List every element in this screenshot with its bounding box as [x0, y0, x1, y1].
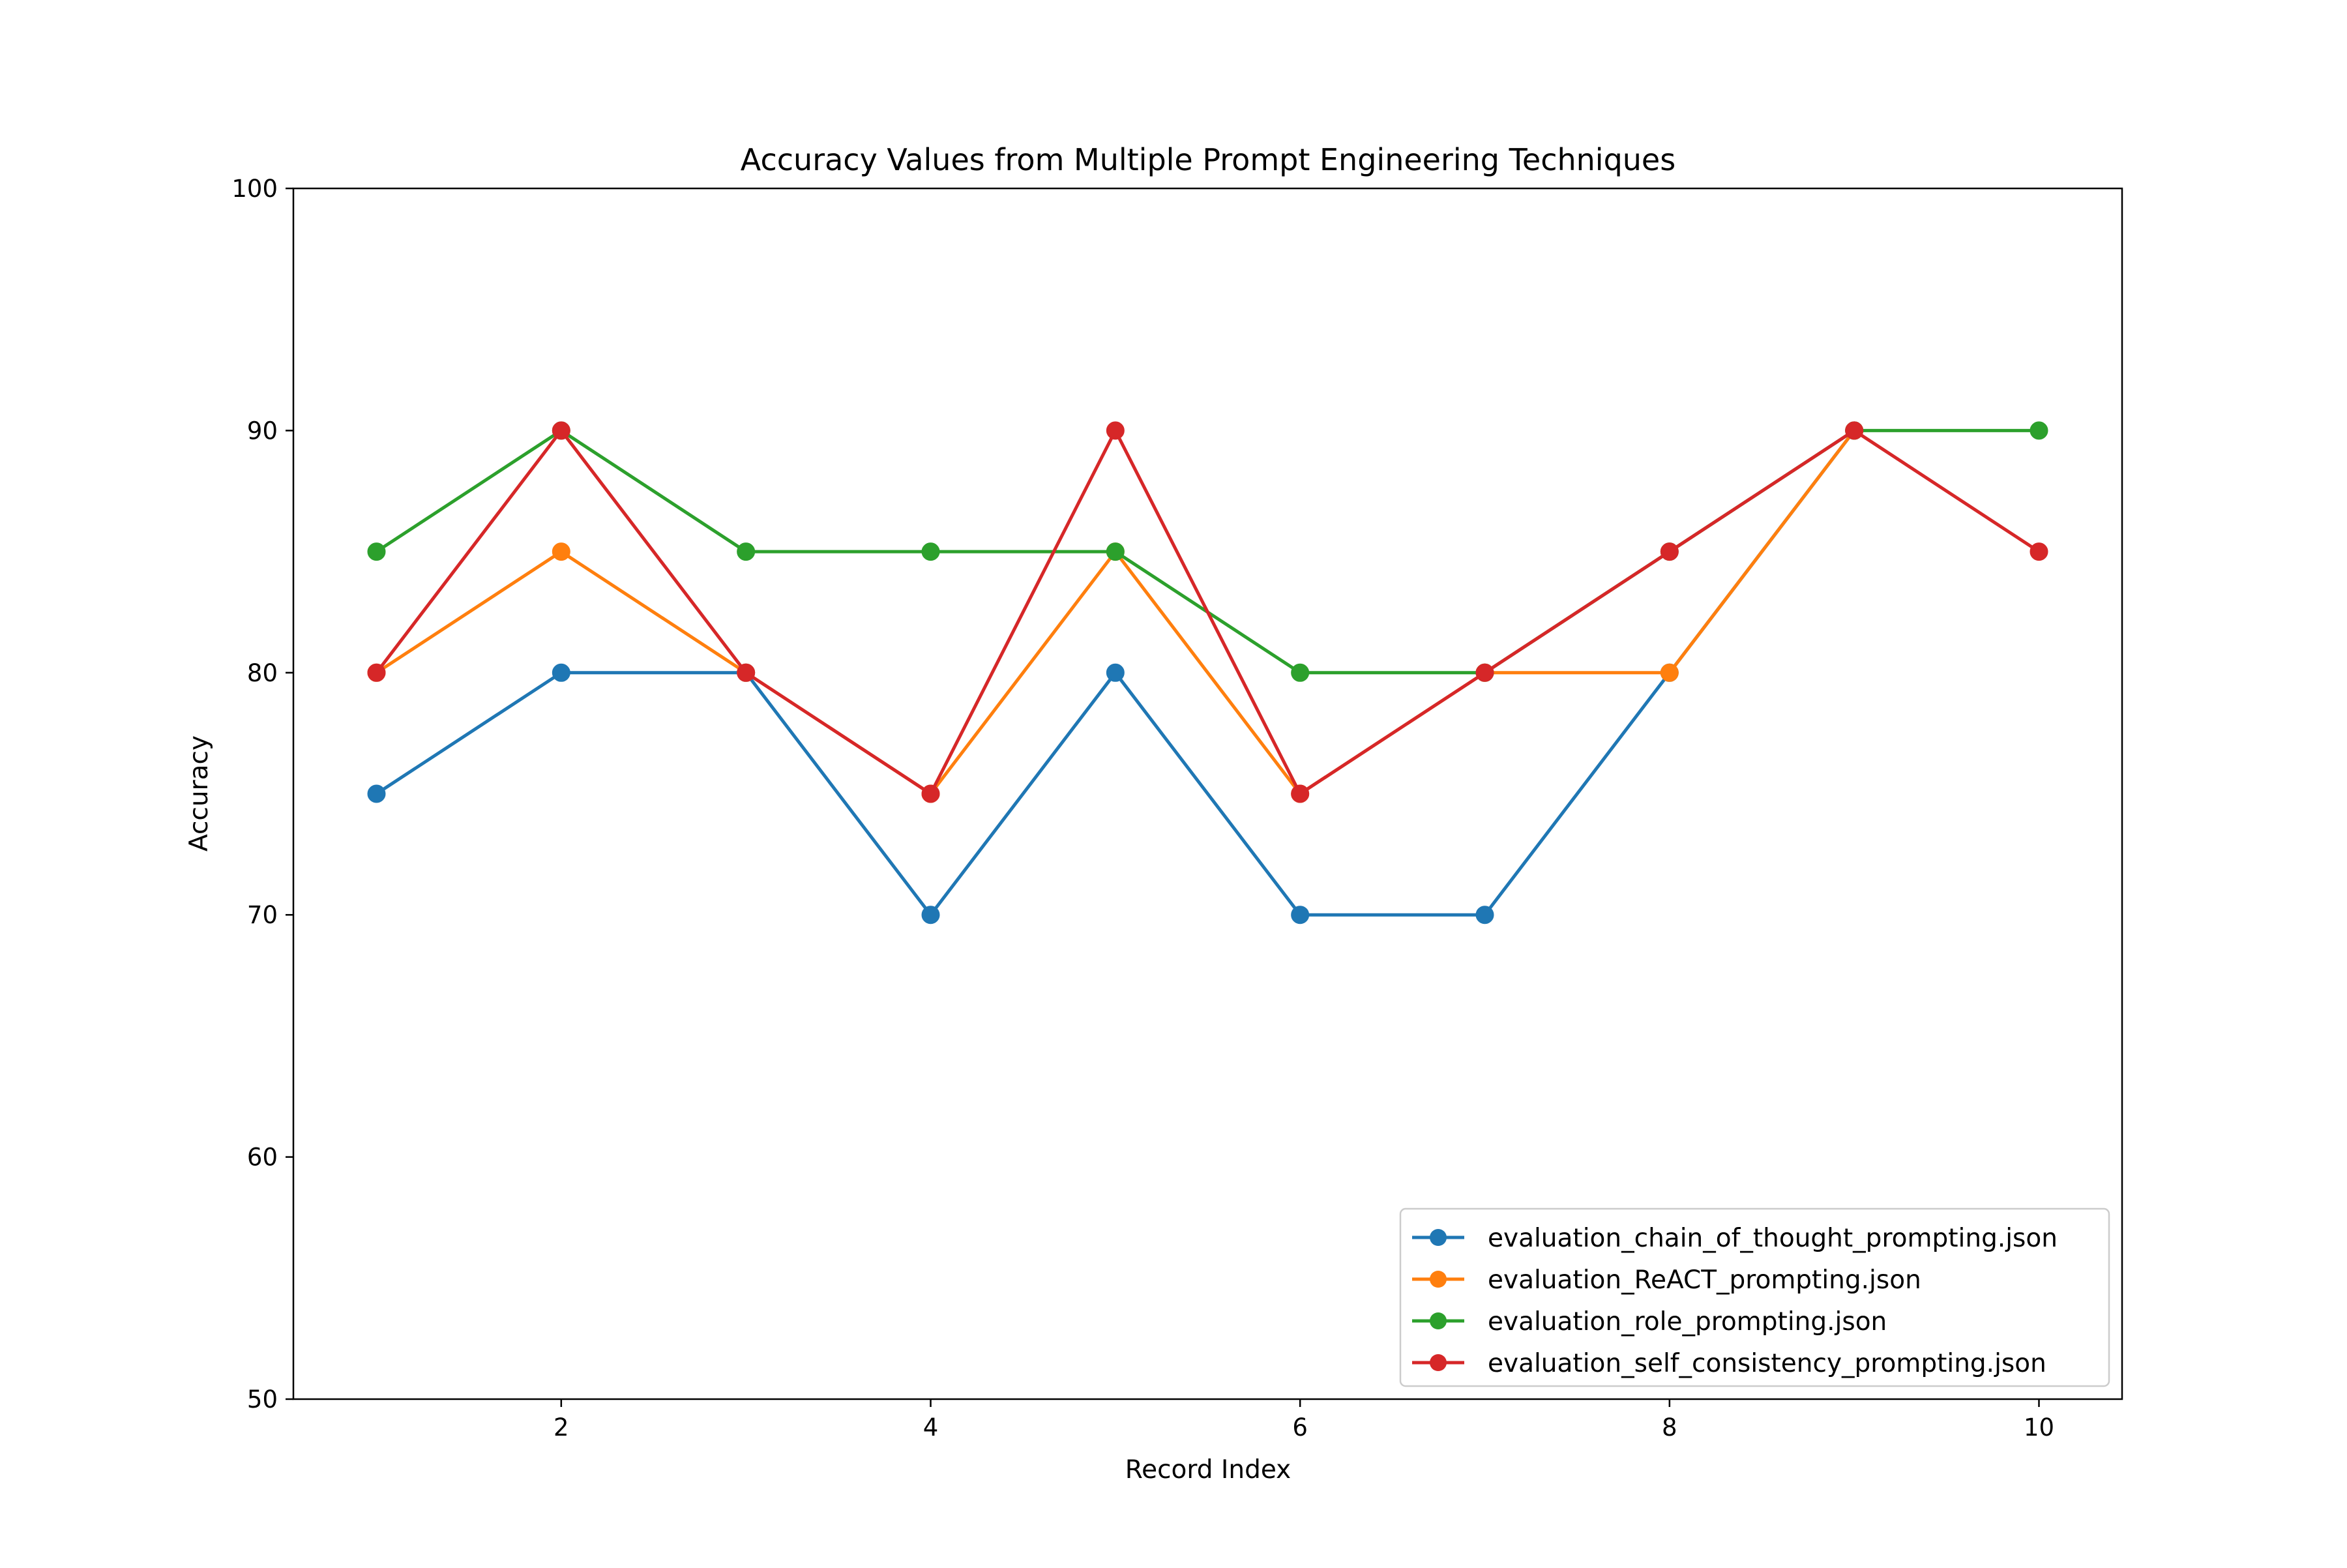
y-tick-label: 100 [231, 175, 278, 203]
chart-title: Accuracy Values from Multiple Prompt Eng… [741, 142, 1675, 177]
legend-entry: evaluation_role_prompting.json [1412, 1307, 1887, 1337]
legend-entry: evaluation_chain_of_thought_prompting.js… [1412, 1224, 2058, 1253]
y-tick-label: 90 [247, 417, 278, 445]
legend-marker [1430, 1312, 1447, 1329]
plot-frame [292, 187, 2123, 1400]
legend-marker [1430, 1354, 1447, 1371]
series-layer [367, 421, 2048, 925]
data-point [1475, 663, 1494, 682]
data-point [367, 663, 386, 682]
plot-area [292, 187, 2123, 1400]
data-point [1291, 663, 1310, 682]
data-point [1106, 542, 1125, 561]
x-axis: 2 4 6 8 10 [554, 1399, 2054, 1442]
data-point [921, 784, 940, 803]
data-point [1106, 663, 1125, 682]
data-point [367, 784, 386, 803]
data-point [1291, 906, 1310, 925]
x-tick-label: 8 [1662, 1413, 1677, 1442]
legend-entry: evaluation_self_consistency_prompting.js… [1412, 1349, 2046, 1378]
data-point [921, 542, 940, 561]
data-point [1845, 421, 1864, 440]
x-tick-label: 6 [1292, 1413, 1308, 1442]
y-tick-label: 60 [247, 1144, 278, 1172]
data-point [1660, 663, 1679, 682]
data-point [737, 542, 756, 561]
data-point [921, 906, 940, 925]
legend: evaluation_chain_of_thought_prompting.js… [1399, 1207, 2110, 1387]
y-axis: 50 60 70 80 90 100 [231, 175, 293, 1413]
legend-label: evaluation_ReACT_prompting.json [1488, 1265, 1921, 1295]
data-point [2030, 421, 2048, 440]
x-tick-label: 2 [554, 1413, 569, 1442]
legend-entry: evaluation_ReACT_prompting.json [1412, 1265, 1921, 1295]
series-4 [367, 421, 2048, 803]
data-point [1475, 906, 1494, 925]
data-point [1106, 421, 1125, 440]
data-point [737, 663, 756, 682]
data-point [552, 421, 570, 440]
legend-marker [1430, 1229, 1447, 1246]
legend-marker [1430, 1271, 1447, 1288]
data-point [1291, 784, 1310, 803]
data-point [1660, 542, 1679, 561]
y-tick-label: 80 [247, 659, 278, 687]
x-tick-label: 4 [923, 1413, 939, 1442]
legend-frame [1399, 1207, 2110, 1387]
data-point [367, 542, 386, 561]
legend-label: evaluation_chain_of_thought_prompting.js… [1488, 1224, 2058, 1253]
data-point [2030, 542, 2048, 561]
x-tick-label: 10 [2024, 1413, 2054, 1442]
series-line [374, 428, 2041, 795]
y-axis-label: Accuracy [185, 735, 214, 851]
x-axis-label: Record Index [1125, 1455, 1292, 1485]
legend-label: evaluation_role_prompting.json [1488, 1307, 1887, 1337]
y-tick-label: 50 [247, 1385, 278, 1413]
data-point [552, 542, 570, 561]
data-point [552, 663, 570, 682]
legend-label: evaluation_self_consistency_prompting.js… [1488, 1349, 2046, 1378]
y-tick-label: 70 [247, 901, 278, 929]
